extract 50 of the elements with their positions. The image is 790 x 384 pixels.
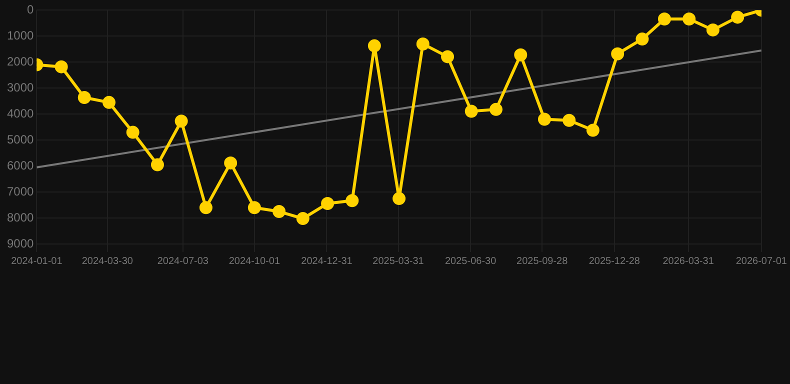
x-tick-label: 2024-03-30 bbox=[82, 256, 134, 267]
point bbox=[611, 47, 624, 60]
x-tick-label: 2025-09-28 bbox=[516, 256, 568, 267]
point bbox=[174, 114, 188, 128]
y-tick-label: 8000 bbox=[6, 210, 34, 224]
y-tick-label: 6000 bbox=[6, 158, 34, 172]
point bbox=[441, 50, 454, 64]
x-tick-label: 2024-07-03 bbox=[157, 256, 209, 267]
point bbox=[706, 23, 720, 36]
point bbox=[224, 156, 238, 170]
y-tick-label: 1000 bbox=[6, 28, 34, 42]
point bbox=[272, 205, 286, 218]
x-tick-label: 2025-03-31 bbox=[372, 256, 424, 267]
point bbox=[490, 102, 503, 116]
point bbox=[682, 12, 696, 26]
x-tick-label: 2025-12-28 bbox=[588, 256, 640, 267]
y-tick-label: 4000 bbox=[6, 106, 34, 120]
point bbox=[321, 196, 334, 210]
point bbox=[78, 90, 91, 104]
y-tick-label: 0 bbox=[27, 2, 34, 17]
point bbox=[199, 201, 212, 214]
x-tick-label: 2024-10-01 bbox=[228, 256, 280, 267]
point bbox=[538, 112, 551, 126]
point bbox=[586, 124, 600, 137]
point bbox=[248, 201, 261, 214]
point bbox=[392, 192, 406, 206]
y-tick-label: 3000 bbox=[6, 80, 34, 94]
point bbox=[296, 212, 310, 226]
point bbox=[126, 126, 140, 139]
y-tick-label: 9000 bbox=[6, 236, 34, 250]
x-tick-label: 2026-07-01 bbox=[736, 256, 788, 267]
x-tick-label: 2026-03-31 bbox=[662, 256, 714, 267]
y-tick-label: 2000 bbox=[6, 54, 34, 68]
point bbox=[464, 104, 478, 118]
y-tick-label: 7000 bbox=[6, 184, 34, 198]
point bbox=[514, 48, 528, 62]
point bbox=[150, 158, 164, 172]
point bbox=[636, 32, 649, 46]
point bbox=[731, 10, 744, 24]
point bbox=[562, 114, 576, 127]
point bbox=[368, 39, 381, 52]
y-tick-label: 5000 bbox=[6, 132, 34, 146]
x-tick-label: 2024-12-31 bbox=[301, 256, 353, 267]
point bbox=[102, 96, 116, 109]
point bbox=[346, 194, 359, 208]
point bbox=[658, 12, 671, 26]
x-tick-label: 2025-06-30 bbox=[445, 256, 497, 267]
x-tick-label: 2024-01-01 bbox=[11, 256, 63, 267]
point bbox=[54, 60, 68, 74]
point bbox=[416, 37, 430, 50]
